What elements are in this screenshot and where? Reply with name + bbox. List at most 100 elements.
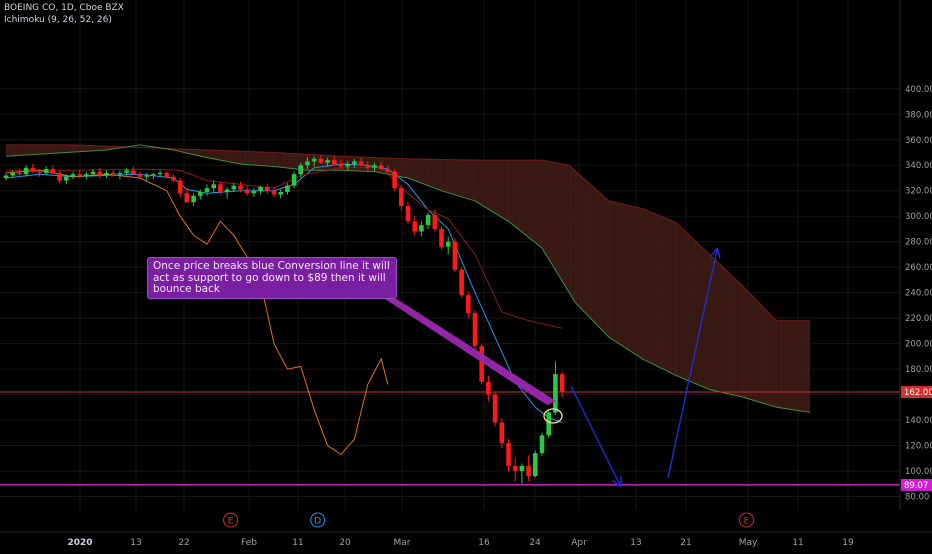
cloud-fill-seg <box>478 160 482 205</box>
cloud-fill-seg <box>444 159 449 193</box>
candle-up <box>231 185 237 190</box>
cloud-fill-seg <box>793 320 797 411</box>
price-tag-label: 162.00 <box>904 388 932 398</box>
candle-up <box>539 435 545 454</box>
y-tick-label: 80.00 <box>905 492 929 502</box>
candle-down <box>479 346 484 382</box>
candle-down <box>50 169 56 173</box>
cloud-fill-seg <box>421 159 425 185</box>
cloud-fill-seg <box>79 145 84 152</box>
cloud-fill-seg <box>277 152 281 168</box>
cloud-fill-seg <box>632 206 636 355</box>
cloud-fill-seg <box>612 201 616 342</box>
candle-up <box>285 185 290 192</box>
annotation-callout[interactable]: Once price breaks blue Conversion line i… <box>147 257 397 299</box>
y-tick-label: 380.00 <box>905 110 932 120</box>
cloud-fill-seg <box>662 216 666 371</box>
cloud-fill-seg <box>679 225 683 379</box>
price-tag-label: 89.07 <box>904 481 928 491</box>
candle-down <box>338 163 344 167</box>
cloud-fill-seg <box>629 205 633 353</box>
cloud-fill-seg <box>615 202 620 344</box>
span-a-line <box>5 144 811 413</box>
cloud-fill-seg <box>726 270 730 395</box>
cloud-fill-seg <box>190 149 194 155</box>
cloud-fill-seg <box>753 296 757 402</box>
cloud-fill-seg <box>746 289 750 400</box>
cloud-fill-seg <box>314 154 318 171</box>
cloud-fill-seg <box>652 212 656 366</box>
cloud-fill-seg <box>521 160 526 235</box>
candle-up <box>553 374 558 413</box>
cloud-fill-seg <box>568 165 573 298</box>
cloud-fill-seg <box>22 144 27 156</box>
cloud-fill-seg <box>639 207 643 359</box>
candle-up <box>258 186 263 191</box>
y-tick-label: 400.00 <box>905 85 932 95</box>
cloud-fill-seg <box>186 149 191 154</box>
candle-up <box>157 172 163 175</box>
x-tick-label: Apr <box>571 538 587 548</box>
cloud-fill-seg <box>572 168 576 303</box>
cloud-fill-seg <box>89 145 94 152</box>
x-tick-label: 24 <box>529 538 541 548</box>
cloud-fill-seg <box>665 218 670 373</box>
cloud-fill-seg <box>578 174 583 310</box>
x-tick-label: 11 <box>792 538 803 548</box>
cloud-fill-seg <box>602 194 606 334</box>
candle-down <box>378 165 384 170</box>
cloud-fill-seg <box>548 161 553 265</box>
cloud-fill-seg <box>196 149 201 157</box>
event-marker-0 <box>223 512 239 528</box>
cloud-fill-seg <box>16 144 20 156</box>
cloud-fill-seg <box>471 160 475 201</box>
cloud-fill-seg <box>320 155 325 171</box>
cloud-fill-seg <box>42 144 47 154</box>
cloud-fill-seg <box>337 156 341 171</box>
cloud-fill-seg <box>468 160 472 200</box>
candle-down <box>137 174 143 177</box>
y-tick-label: 220.00 <box>905 314 932 324</box>
candle-down <box>17 172 22 175</box>
cloud-fill-seg <box>32 144 37 155</box>
cloud-fill-seg <box>498 160 502 218</box>
cloud-fill-seg <box>230 150 234 163</box>
cloud-fill-seg <box>341 156 345 171</box>
cloud-fill-seg <box>93 145 97 151</box>
cloud-fill-seg <box>418 159 422 184</box>
cloud-fill-seg <box>83 145 87 152</box>
x-tick-label: Mar <box>394 538 411 548</box>
cloud-fill-seg <box>488 160 492 212</box>
cloud-fill-seg <box>515 160 519 230</box>
cloud-fill-seg <box>565 164 569 292</box>
cloud-fill-seg <box>699 244 703 387</box>
candle-up <box>425 214 431 226</box>
cloud-fill-seg <box>495 160 499 216</box>
cloud-fill-seg <box>722 267 727 394</box>
cloud-fill-seg <box>397 158 402 177</box>
cloud-fill-seg <box>692 238 697 384</box>
cloud-fill-seg <box>441 159 445 192</box>
candle-up <box>251 190 257 194</box>
candle-up <box>533 453 538 477</box>
candle-up <box>3 175 9 178</box>
candle-down <box>218 184 223 192</box>
y-tick-label: 200.00 <box>905 340 932 350</box>
cloud-fill-seg <box>267 152 271 167</box>
cloud-fill-seg <box>66 144 70 153</box>
symbol-title: BOEING CO, 1D, Cboe BZX <box>4 3 124 13</box>
cloud-fill-seg <box>454 159 459 196</box>
cloud-fill-seg <box>525 160 529 238</box>
cloud-fill-seg <box>233 150 238 164</box>
event-marker-label: E <box>744 517 750 527</box>
cloud-fill-seg <box>682 228 687 380</box>
cloud-fill-seg <box>411 158 415 181</box>
cloud-fill-seg <box>106 146 110 150</box>
cloud-fill-seg <box>789 320 794 410</box>
cloud-fill-seg <box>501 160 506 220</box>
cloud-fill-seg <box>12 144 17 156</box>
cloud-fill-seg <box>491 160 496 214</box>
cloud-fill-seg <box>243 151 248 165</box>
